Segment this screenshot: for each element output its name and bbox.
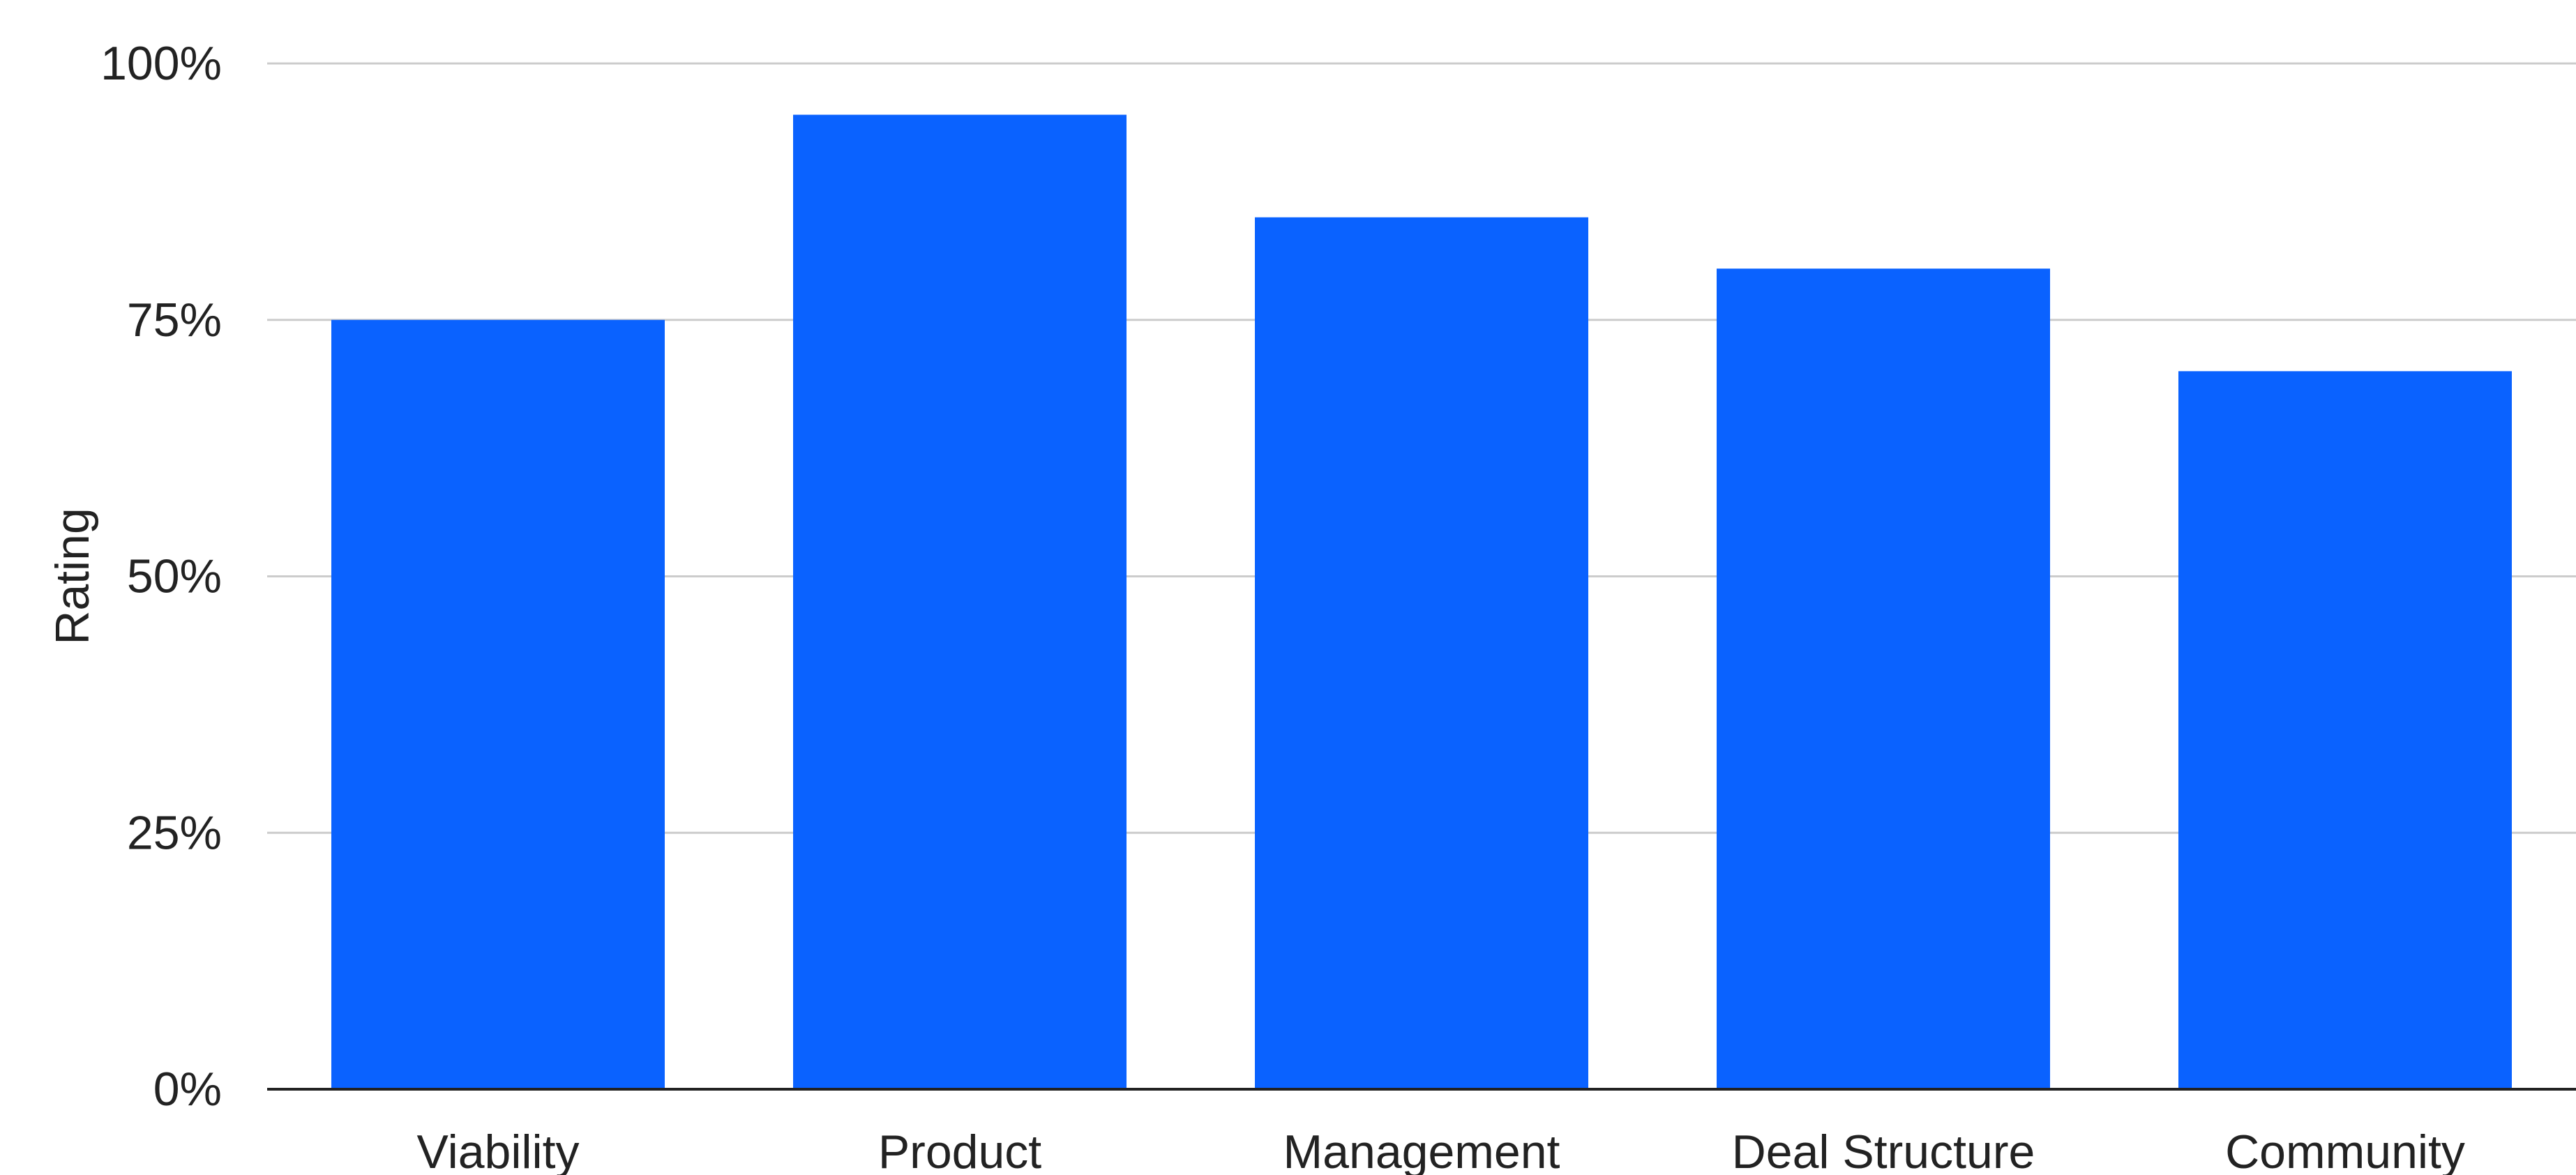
bar-community [2178, 371, 2512, 1089]
y-axis-tick-labels: 0% 25% 50% 75% 100% [100, 37, 222, 1116]
y-tick-label: 25% [127, 806, 222, 859]
x-category-label: Community [2225, 1125, 2465, 1175]
y-tick-label: 75% [127, 294, 222, 347]
x-category-label: Management [1283, 1125, 1560, 1175]
bar-viability [331, 319, 665, 1089]
y-tick-label: 50% [127, 550, 222, 603]
bars [331, 114, 2512, 1090]
bar-deal-structure [1717, 268, 2050, 1090]
bar-management [1255, 217, 1588, 1089]
bar-product [793, 114, 1127, 1089]
y-axis-title: Rating [46, 508, 99, 645]
x-category-label: Viability [416, 1125, 579, 1175]
x-category-label: Product [878, 1125, 1041, 1175]
y-tick-label: 100% [100, 37, 222, 90]
x-category-label: Deal Structure [1732, 1125, 2035, 1175]
x-axis-category-labels: Viability Product Management Deal Structure… [416, 1125, 2464, 1175]
y-tick-label: 0% [153, 1063, 222, 1116]
